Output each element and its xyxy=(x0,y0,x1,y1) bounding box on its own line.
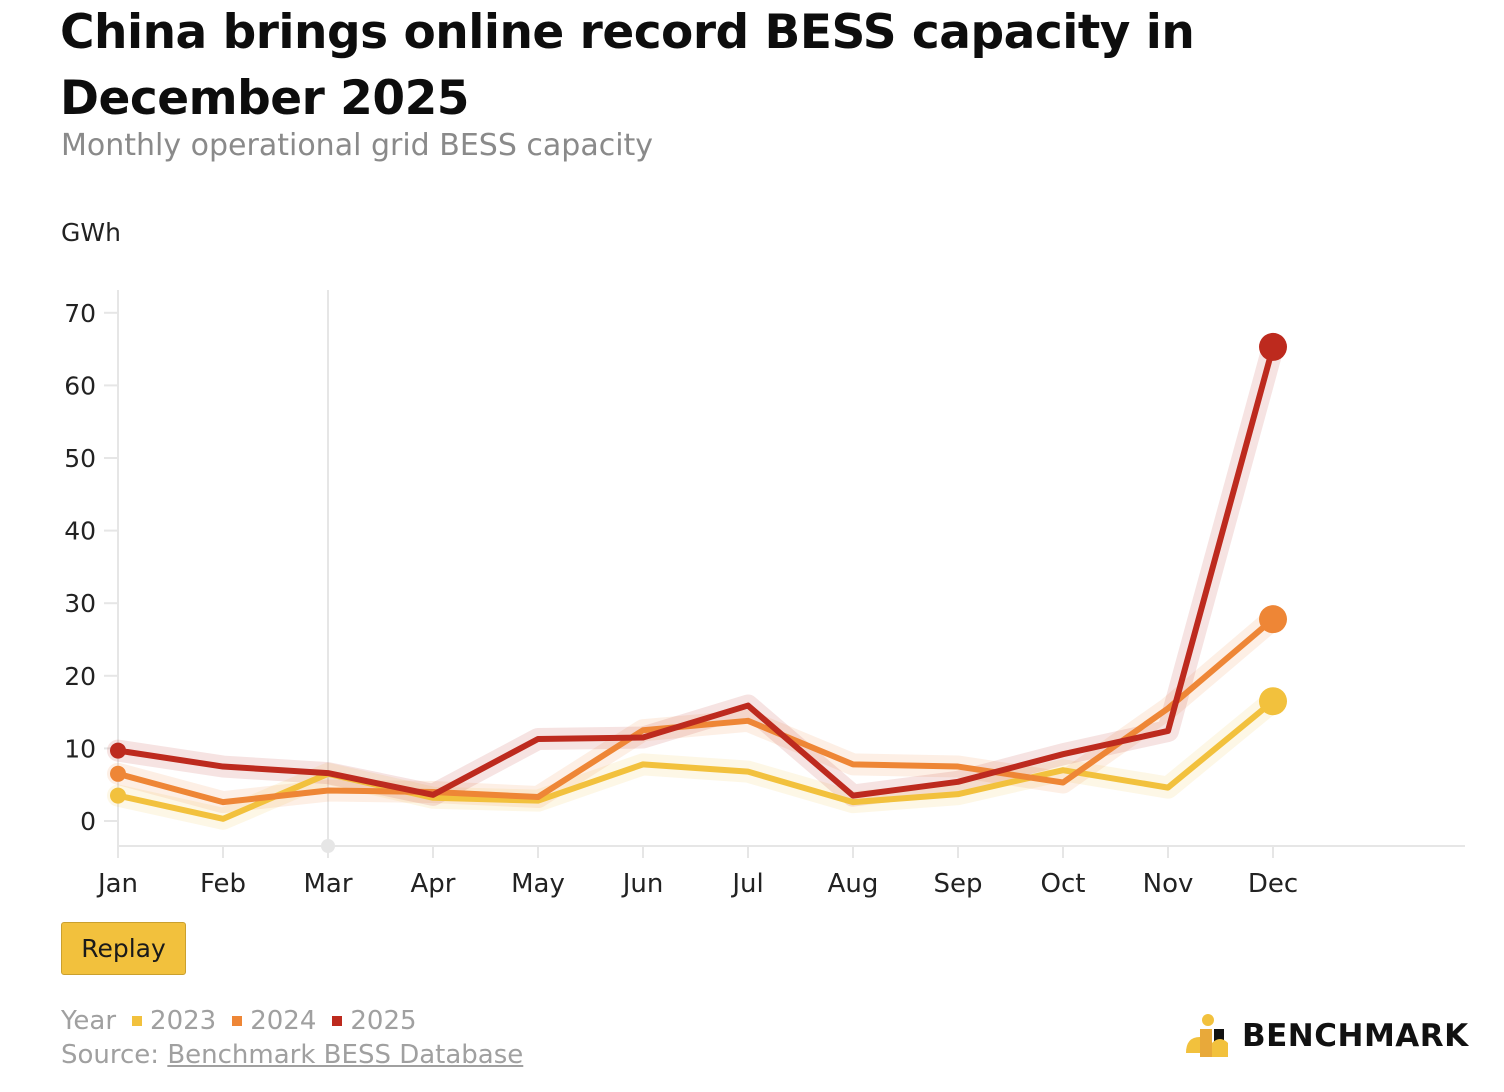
legend-item-2025[interactable]: 2025 xyxy=(332,1006,417,1036)
x-tick-label-apr: Apr xyxy=(411,869,456,899)
benchmark-logo: BENCHMARK xyxy=(1184,1012,1469,1060)
y-tick-label-10: 10 xyxy=(64,734,96,763)
x-tick-label-jan: Jan xyxy=(96,869,138,899)
y-tick-label-20: 20 xyxy=(64,662,96,691)
legend-swatch-2025 xyxy=(332,1016,343,1026)
x-tick-label-jun: Jun xyxy=(621,869,664,899)
replay-button[interactable]: Replay xyxy=(61,922,186,975)
x-tick-label-aug: Aug xyxy=(828,869,879,899)
source-prefix: Source: xyxy=(61,1040,168,1070)
y-tick-label-40: 40 xyxy=(64,517,96,546)
series-end-point-2025 xyxy=(1259,332,1287,361)
series-end-point-2024 xyxy=(1259,605,1287,634)
legend-swatch-2024 xyxy=(232,1016,243,1026)
x-tick-label-feb: Feb xyxy=(200,869,246,899)
series-start-point-2025 xyxy=(110,742,126,759)
source-link[interactable]: Benchmark BESS Database xyxy=(167,1040,524,1070)
benchmark-logo-text: BENCHMARK xyxy=(1242,1018,1469,1054)
legend-item-2024[interactable]: 2024 xyxy=(232,1006,316,1036)
y-tick-label-70: 70 xyxy=(64,299,96,328)
series-endpoint-layer xyxy=(110,332,1287,804)
y-tick-label-60: 60 xyxy=(64,371,96,400)
chart-title: China brings online record BESS capacity… xyxy=(60,5,1195,126)
series-start-point-2024 xyxy=(110,765,126,782)
series-end-point-2023 xyxy=(1259,687,1287,716)
x-tick-label-oct: Oct xyxy=(1041,869,1086,899)
legend-label-2025: 2025 xyxy=(350,1006,417,1036)
source-note: Source: Benchmark BESS Database xyxy=(61,1040,523,1070)
y-tick-label-30: 30 xyxy=(64,589,96,618)
series-line-2025 xyxy=(115,343,1276,799)
line-chart: 0 10 20 30 40 50 60 70 Jan Feb Mar Apr May Jun Jul Aug S… xyxy=(64,290,1465,899)
legend-heading: Year xyxy=(61,1006,117,1036)
legend-item-2023[interactable]: 2023 xyxy=(132,1006,216,1036)
x-tick-label-mar: Mar xyxy=(303,869,352,899)
y-axis-unit-label: GWh xyxy=(61,218,121,247)
series-line-2024 xyxy=(115,616,1276,806)
x-tick-label-nov: Nov xyxy=(1143,869,1194,899)
series-start-point-2023 xyxy=(110,787,126,804)
x-tick-label-sep: Sep xyxy=(933,869,982,899)
y-tick-label-0: 0 xyxy=(80,807,96,836)
tick-label-layer: 0 10 20 30 40 50 60 70 Jan Feb Mar Apr May Jun Jul Aug S… xyxy=(64,299,1298,899)
legend-label-2024: 2024 xyxy=(250,1006,317,1036)
x-tick-label-jul: Jul xyxy=(730,869,763,899)
legend-swatch-2023 xyxy=(132,1016,143,1026)
series-line-layer xyxy=(115,343,1276,822)
benchmark-logo-icon xyxy=(1186,1014,1228,1057)
x-tick-label-dec: Dec xyxy=(1248,869,1298,899)
y-tick-label-50: 50 xyxy=(64,444,96,473)
x-tick-label-may: May xyxy=(511,869,565,899)
legend: Year 2023 2024 2025 xyxy=(61,1006,417,1036)
chart-subtitle: Monthly operational grid BESS capacity xyxy=(61,128,654,163)
legend-label-2023: 2023 xyxy=(150,1006,217,1036)
